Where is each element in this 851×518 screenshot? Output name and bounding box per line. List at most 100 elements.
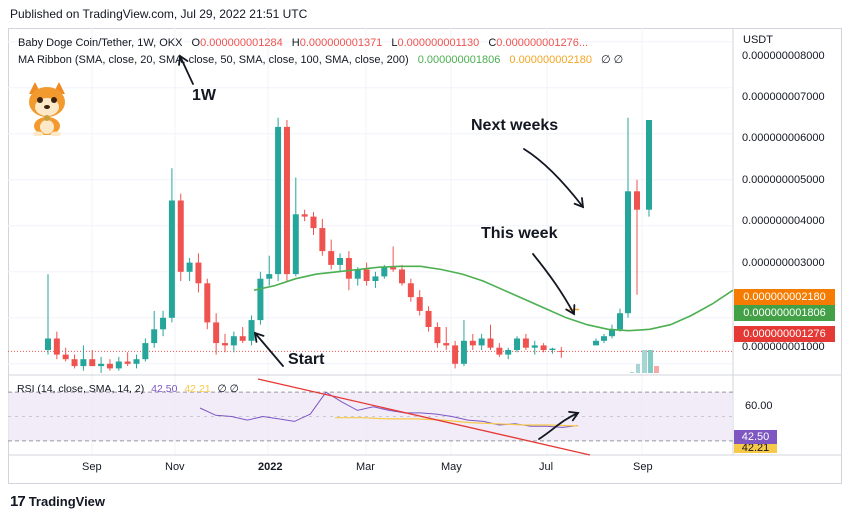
ma-ribbon-series — [253, 265, 734, 332]
candle — [257, 278, 264, 321]
ohlc-legend[interactable]: Baby Doge Coin/Tether, 1W, OKX O0.000000… — [18, 37, 588, 49]
projected-candle — [609, 329, 615, 337]
candle — [540, 345, 547, 350]
open-value: 0.000000001284 — [200, 37, 283, 49]
arrow-timeframe-head — [178, 54, 189, 66]
candle — [168, 200, 175, 318]
arrow-this-week-head — [565, 304, 576, 316]
close-value: 0.000000001276... — [496, 37, 589, 49]
candle — [407, 283, 414, 298]
rsi-empty-values: ∅ ∅ — [217, 383, 239, 395]
symbol-label: Baby Doge Coin/Tether, 1W, OKX — [18, 37, 183, 49]
low-value: 0.000000001130 — [397, 37, 480, 49]
price-tick: 0.000000005000 — [742, 174, 825, 186]
projected-candle — [601, 336, 607, 341]
arrow-start-head — [253, 331, 265, 343]
rsi-ma-line — [335, 417, 579, 427]
ma-green-price-tag: 0.000000001806 — [734, 305, 835, 321]
volume-bar — [654, 366, 659, 373]
arrow-rsi-up — [538, 412, 579, 440]
chart-frame[interactable] — [8, 28, 842, 484]
annotation-drawings — [178, 54, 585, 440]
candle — [160, 317, 167, 330]
rsi-ma-value-tag: 42.21 — [734, 444, 777, 453]
low-label: L — [391, 37, 398, 49]
candle — [487, 338, 494, 348]
candle — [425, 310, 432, 327]
candle — [460, 340, 467, 364]
candle — [89, 359, 96, 367]
candle — [345, 258, 352, 279]
candle — [53, 338, 60, 355]
rsi-axis-tick: 60.00 — [745, 400, 773, 412]
projected-candle — [646, 120, 652, 210]
candle — [71, 359, 78, 367]
ma-empty-values: ∅ ∅ — [601, 54, 624, 66]
candle — [443, 343, 450, 346]
rsi-line — [199, 391, 579, 428]
projected-candle — [617, 313, 623, 330]
baby-doge-logo — [29, 82, 65, 136]
ma-line-green — [253, 265, 734, 332]
candle — [142, 343, 149, 360]
tradingview-mark-icon: 17 — [10, 493, 26, 510]
candle — [319, 228, 326, 252]
close-label: C — [488, 37, 497, 49]
price-tick: 0.000000004000 — [742, 215, 825, 227]
candle — [496, 347, 503, 355]
projected-candle — [634, 191, 640, 210]
candle — [222, 343, 228, 346]
high-value: 0.000000001371 — [299, 37, 383, 49]
candle — [80, 359, 87, 367]
time-tick: Mar — [356, 461, 375, 473]
candles-series — [45, 117, 652, 373]
arrow-timeframe — [179, 55, 194, 85]
candle — [390, 267, 397, 270]
price-tick: 0.000000007000 — [742, 91, 825, 103]
ma-value-2: 0.000000002180 — [509, 54, 592, 66]
candle — [115, 361, 122, 369]
arrow-rsi-up-head — [568, 410, 580, 422]
price-tick: 0.000000006000 — [742, 132, 825, 144]
volume-bar — [642, 350, 647, 373]
rsi-value: 42.50 — [151, 383, 178, 395]
tradingview-wordmark: TradingView — [28, 494, 106, 509]
candle — [106, 363, 113, 369]
candle — [98, 363, 105, 367]
candle — [337, 258, 344, 265]
candle — [416, 297, 423, 311]
arrow-start — [254, 332, 284, 367]
ma-ribbon-legend[interactable]: MA Ribbon (SMA, close, 20, SMA, close, 5… — [18, 53, 623, 66]
candle — [133, 359, 140, 364]
published-caption: Published on TradingView.com, Jul 29, 20… — [10, 7, 308, 21]
candle — [151, 329, 158, 344]
tradingview-logo[interactable]: 17 TradingView — [10, 493, 105, 510]
ma-ribbon-label: MA Ribbon (SMA, close, 20, SMA, close, 5… — [18, 54, 409, 66]
candle — [275, 126, 282, 275]
candle — [301, 214, 308, 217]
candle — [399, 269, 405, 284]
candle — [372, 276, 379, 281]
time-tick: 2022 — [258, 461, 283, 473]
arrow-next-weeks-head — [573, 197, 585, 209]
candle — [434, 327, 441, 344]
rsi-ma-value: 42.21 — [184, 383, 211, 395]
candle — [328, 251, 335, 265]
candle — [522, 338, 529, 348]
candle — [266, 274, 273, 279]
candle — [230, 336, 237, 346]
candle — [124, 361, 131, 364]
projected-candle — [625, 191, 631, 314]
candle — [204, 283, 211, 323]
volume-bars — [630, 350, 659, 373]
annotation-timeframe: 1W — [192, 87, 216, 104]
time-tick: Sep — [633, 461, 653, 473]
price-tick: 0.000000008000 — [742, 50, 825, 62]
rsi-legend[interactable]: RSI (14, close, SMA, 14, 2) 42.50 42.21 … — [17, 383, 239, 395]
projected-candle — [593, 340, 599, 346]
candle — [177, 200, 184, 272]
ma-orange-price-tag: 0.000000002180 — [734, 289, 835, 305]
volume-bar — [630, 372, 634, 373]
annotation-start: Start — [288, 351, 325, 368]
